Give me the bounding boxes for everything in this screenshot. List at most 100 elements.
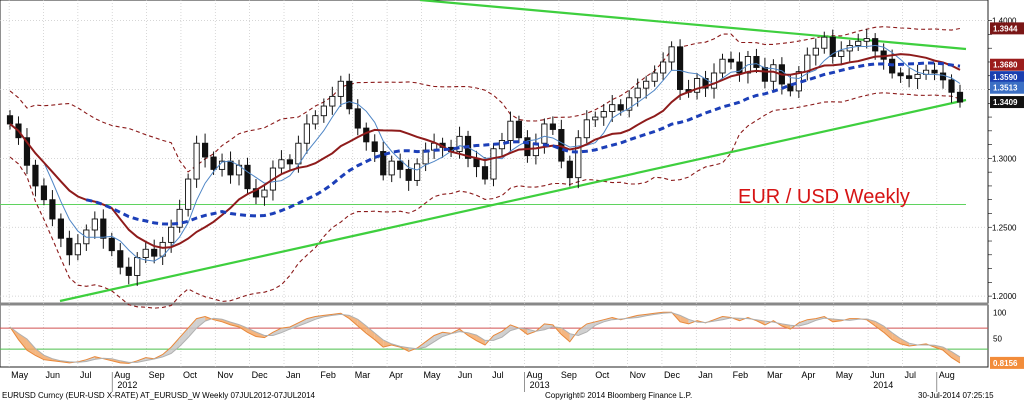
indicator-fill — [247, 328, 256, 337]
year-tick-label: 2013 — [530, 380, 550, 390]
bullish-candle — [609, 104, 616, 113]
bearish-candle — [753, 56, 760, 68]
bullish-candle — [693, 78, 701, 93]
chart-title: EUR / USD Weekly — [738, 186, 910, 208]
resistance-trendline — [419, 0, 967, 51]
indicator-fill — [366, 325, 375, 340]
bearish-candle — [931, 69, 938, 74]
bearish-candle — [151, 248, 158, 257]
bullish-candle — [719, 58, 726, 74]
bullish-candle — [261, 189, 268, 198]
bearish-candle — [32, 164, 39, 187]
year-tick-label: 2012 — [117, 380, 137, 390]
footer-center: Copyright© 2014 Bloomberg Finance L.P. — [545, 391, 692, 400]
bullish-candle — [142, 248, 149, 258]
month-tick-label: Jul — [492, 370, 504, 380]
month-tick-label: Mar — [767, 370, 783, 380]
bullish-candle — [660, 61, 667, 74]
indicator-last-box — [990, 356, 1024, 369]
bullish-candle — [329, 95, 336, 107]
bearish-candle — [736, 61, 743, 74]
bullish-candle — [914, 73, 921, 79]
bullish-candle — [303, 123, 310, 144]
indicator-fill — [171, 337, 180, 354]
indicator-fill — [188, 318, 197, 338]
bearish-candle — [100, 218, 107, 239]
year-tick-label: 2014 — [873, 380, 893, 390]
bearish-candle — [405, 168, 412, 181]
bearish-candle — [346, 80, 353, 110]
bullish-candle — [626, 97, 633, 111]
month-tick-label: Apr — [389, 370, 403, 380]
price-label: 1.3409 — [993, 98, 1018, 107]
month-tick-label: Mar — [355, 370, 371, 380]
indicator-fill — [18, 333, 27, 351]
axes: May Jun Jul Aug Sep Oct Nov Dec Jan Feb Mar Apr May J… — [11, 17, 1024, 392]
fast-moving-average — [9, 44, 961, 262]
month-tick-label: Aug — [939, 370, 955, 380]
bearish-candle — [787, 83, 794, 92]
bearish-candle — [566, 160, 573, 179]
bearish-candle — [829, 36, 836, 57]
bearish-candle — [872, 38, 879, 52]
indicator-fill — [875, 321, 884, 333]
bullish-candle — [575, 137, 582, 179]
bearish-candle — [380, 151, 387, 176]
bullish-candle — [710, 72, 718, 89]
indicator-fill — [349, 315, 358, 326]
indicator-k-line — [9, 311, 961, 364]
bullish-candle — [278, 159, 285, 169]
month-tick-label: May — [423, 370, 441, 380]
bullish-candle — [541, 123, 548, 144]
indicator-fill — [35, 348, 44, 360]
indicator-last-label: 0.8156 — [993, 359, 1018, 368]
bearish-candle — [677, 46, 684, 90]
bearish-candle — [210, 156, 217, 170]
indicator-fill — [374, 333, 384, 348]
bearish-candle — [727, 58, 735, 63]
bullish-candle — [91, 218, 98, 231]
bullish-candle — [176, 208, 183, 228]
month-tick-label: Apr — [801, 370, 815, 380]
month-tick-label: Aug — [114, 370, 130, 380]
bearish-candle — [524, 137, 531, 157]
indicator-tick-label: 50 — [993, 335, 1002, 344]
bearish-candle — [354, 108, 361, 129]
month-tick-label: Sep — [561, 370, 577, 380]
bearish-candle — [244, 164, 251, 190]
indicator-fill — [196, 316, 206, 329]
bullish-candle — [668, 46, 675, 63]
month-tick-label: Jan — [698, 370, 713, 380]
bullish-candle — [863, 38, 870, 42]
indicator-fill — [943, 347, 952, 358]
price-label: 1.3590 — [993, 73, 1018, 82]
bullish-candle — [320, 105, 327, 117]
bearish-candle — [117, 250, 124, 268]
bullish-candle — [312, 115, 319, 125]
bearish-candle — [371, 141, 378, 152]
month-tick-label: Oct — [183, 370, 198, 380]
indicator-tick-label: 100 — [993, 308, 1007, 317]
indicator-fill — [561, 327, 570, 342]
bearish-candle — [702, 78, 709, 89]
footer-left: EURUSD Curncy (EUR-USD X-RATE) AT_EURUSD… — [2, 391, 316, 400]
indicator-fill — [179, 328, 189, 347]
bullish-candle — [838, 50, 845, 57]
month-tick-label: May — [836, 370, 854, 380]
indicator-fill — [272, 328, 282, 336]
bearish-candle — [108, 237, 115, 252]
month-tick-label: Jul — [80, 370, 92, 380]
indicator-fill — [425, 335, 435, 348]
month-tick-label: Dec — [252, 370, 269, 380]
bullish-candle — [812, 47, 819, 56]
indicator-fill — [892, 332, 901, 344]
bullish-candle — [821, 36, 828, 49]
price-tick-label: 1.2500 — [992, 223, 1017, 232]
footer-right: 30-Jul-2014 07:25:15 — [918, 391, 994, 400]
month-tick-label: Jun — [46, 370, 61, 380]
indicator-fill — [603, 317, 613, 322]
price-tick-label: 1.2000 — [992, 292, 1017, 301]
month-tick-label: Feb — [733, 370, 749, 380]
bearish-candle — [23, 137, 31, 166]
